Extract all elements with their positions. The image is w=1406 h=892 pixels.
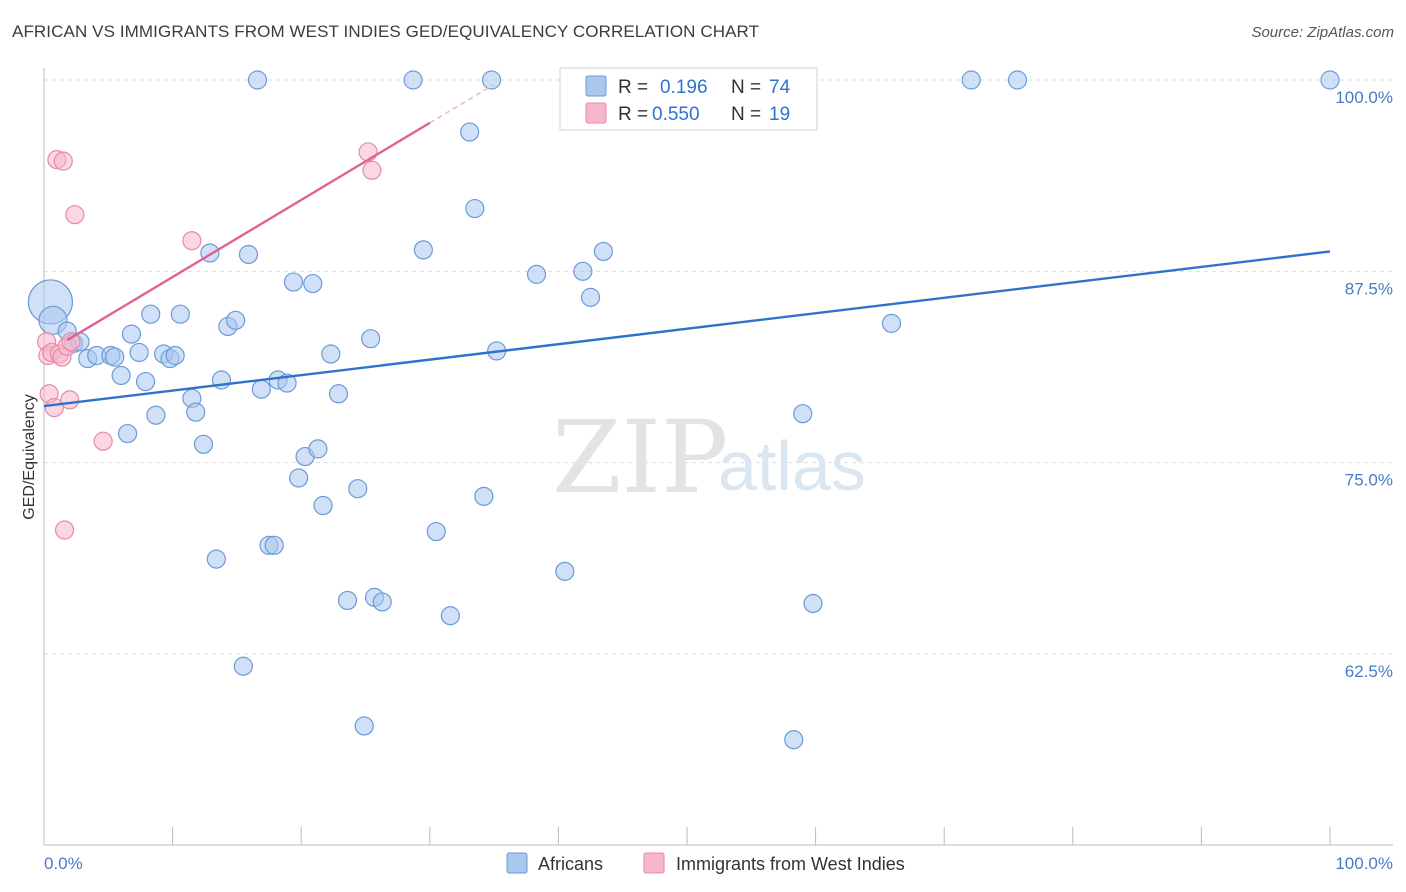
africans-point-14 xyxy=(141,304,161,324)
africans-point-71 xyxy=(1320,70,1340,90)
y-tick-label-1: 75.0% xyxy=(1345,471,1393,490)
africans-point-28 xyxy=(233,656,253,676)
africans-point-39 xyxy=(303,273,323,294)
africans-point-36 xyxy=(283,272,304,292)
africans-point-19 xyxy=(170,304,190,324)
legend-r-value-west-indies: 0.550 xyxy=(652,104,700,125)
trend-line-west-indies xyxy=(66,121,431,342)
africans-point-13 xyxy=(135,371,156,392)
africans-point-35 xyxy=(277,373,297,393)
africans-point-56 xyxy=(474,486,494,506)
africans-point-21 xyxy=(186,402,206,422)
africans-point-43 xyxy=(328,384,349,404)
africans-point-46 xyxy=(354,716,374,736)
africans-point-40 xyxy=(308,439,328,459)
legend-swatch-west-indies xyxy=(585,102,607,124)
gridlines xyxy=(44,79,1393,655)
africans-point-22 xyxy=(193,434,214,454)
y-axis-label: GED/Equivalency xyxy=(21,394,38,519)
africans-point-69 xyxy=(961,70,981,90)
legend-n-label-2: N = xyxy=(731,104,761,125)
chart-title: AFRICAN VS IMMIGRANTS FROM WEST INDIES G… xyxy=(12,22,760,41)
stats-legend: R = 0.196 N = 74 R = 0.550 N = 19 xyxy=(559,67,818,131)
africans-point-9 xyxy=(111,365,131,386)
africans-point-67 xyxy=(803,593,823,614)
africans-point-50 xyxy=(403,70,423,90)
africans-point-66 xyxy=(793,404,813,424)
watermark-zip: ZIP xyxy=(552,399,728,516)
africans-point-49 xyxy=(372,592,392,612)
source-label: Source: ZipAtlas.com xyxy=(1251,24,1394,41)
africans-point-44 xyxy=(337,590,358,611)
series-africans xyxy=(27,70,1340,750)
x-tick-label-max: 100.0% xyxy=(1335,854,1393,873)
west-indies-point-9 xyxy=(54,520,75,540)
west-indies-point-8 xyxy=(53,151,73,171)
legend-r-label-2: R = xyxy=(618,104,648,125)
africans-point-47 xyxy=(361,329,381,349)
legend-r-value-africans: 0.196 xyxy=(660,77,708,98)
bottom-legend-west-indies: Immigrants from West Indies xyxy=(676,854,905,874)
x-tick-label-min: 0.0% xyxy=(44,854,83,873)
west-indies-point-14 xyxy=(93,431,113,451)
africans-point-15 xyxy=(146,405,166,425)
africans-point-27 xyxy=(226,310,246,330)
africans-point-41 xyxy=(313,495,333,516)
africans-point-57 xyxy=(481,70,502,90)
africans-point-61 xyxy=(573,261,593,281)
trend-lines xyxy=(43,83,1331,408)
africans-point-10 xyxy=(117,423,138,444)
west-indies-point-13 xyxy=(65,205,85,225)
trend-line-africans xyxy=(43,250,1331,408)
bottom-legend-africans: Africans xyxy=(538,854,603,874)
africans-point-42 xyxy=(321,344,341,364)
africans-point-33 xyxy=(264,535,284,555)
africans-point-60 xyxy=(555,561,575,581)
africans-point-68 xyxy=(881,313,902,333)
africans-point-29 xyxy=(238,244,259,265)
trend-line-west-indies-extension xyxy=(429,83,495,124)
africans-point-62 xyxy=(580,287,601,307)
legend-r-label-1: R = xyxy=(618,77,648,98)
africans-point-31 xyxy=(251,379,271,399)
bottom-legend: Africans Immigrants from West Indies xyxy=(506,852,905,874)
legend-n-label-1: N = xyxy=(731,77,761,98)
y-tick-label-0: 62.5% xyxy=(1345,662,1393,681)
legend-swatch-africans xyxy=(585,75,607,97)
west-indies-point-11 xyxy=(60,390,80,410)
west-indies-point-12 xyxy=(61,332,81,352)
africans-point-52 xyxy=(426,521,446,542)
africans-point-37 xyxy=(289,468,309,488)
africans-point-18 xyxy=(165,345,185,366)
watermark-atlas: atlas xyxy=(718,427,866,505)
africans-point-11 xyxy=(121,324,142,344)
y-tick-label-3: 100.0% xyxy=(1335,88,1393,107)
africans-point-55 xyxy=(465,198,485,219)
africans-point-24 xyxy=(206,549,226,569)
africans-point-54 xyxy=(460,122,480,142)
africans-point-51 xyxy=(413,240,433,260)
africans-point-30 xyxy=(247,70,268,90)
africans-point-45 xyxy=(348,479,368,499)
x-tick-marks xyxy=(172,827,1331,845)
west-indies-point-17 xyxy=(362,160,382,180)
west-indies-point-15 xyxy=(182,231,202,251)
africans-point-8 xyxy=(105,347,125,367)
bottom-legend-swatch-africans xyxy=(506,852,528,874)
bottom-legend-swatch-west-indies xyxy=(643,852,665,874)
africans-point-12 xyxy=(129,342,149,363)
west-indies-point-16 xyxy=(358,142,378,162)
africans-point-65 xyxy=(784,730,804,750)
africans-point-63 xyxy=(593,241,614,262)
africans-point-53 xyxy=(440,606,460,626)
legend-n-value-africans: 74 xyxy=(769,77,791,98)
y-tick-label-2: 87.5% xyxy=(1345,279,1393,298)
legend-n-value-west-indies: 19 xyxy=(769,104,790,125)
africans-point-59 xyxy=(526,264,547,284)
africans-point-70 xyxy=(1007,70,1028,90)
